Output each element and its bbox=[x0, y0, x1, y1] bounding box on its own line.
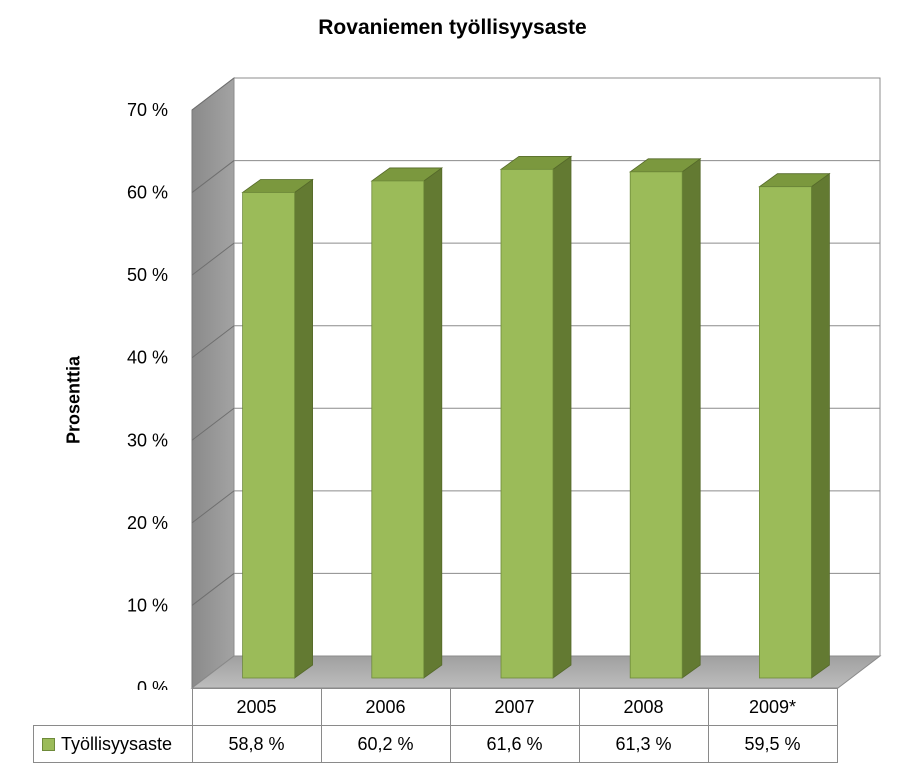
y-tick-label: 20 % bbox=[127, 513, 168, 533]
data-value-label: 61,3 % bbox=[578, 725, 709, 763]
bar-front bbox=[500, 168, 554, 679]
y-tick-label: 40 % bbox=[127, 348, 168, 368]
bar bbox=[758, 172, 831, 679]
gridline-side bbox=[191, 160, 235, 193]
legend-entry: Työllisyysaste bbox=[33, 725, 193, 763]
y-tick-label: 30 % bbox=[127, 430, 168, 450]
chart-plot-area: 0 % 10 % 20 % 30 % 40 % 50 % 60 % 70 % bbox=[127, 76, 882, 690]
gridline-side bbox=[191, 77, 235, 111]
data-value-label: 59,5 % bbox=[707, 725, 838, 763]
y-tick-label: 70 % bbox=[127, 100, 168, 120]
chart-title: Rovaniemen työllisyysaste bbox=[318, 16, 587, 39]
data-value-label: 58,8 % bbox=[191, 725, 322, 763]
chart-side-wall bbox=[191, 76, 235, 690]
bar-side bbox=[423, 167, 443, 679]
y-tick-label: 50 % bbox=[127, 265, 168, 285]
bar-front bbox=[242, 192, 296, 679]
y-tick-label: 10 % bbox=[127, 595, 168, 615]
gridline-side bbox=[191, 407, 235, 441]
gridline-side bbox=[191, 242, 235, 276]
category-label: 2008 bbox=[578, 688, 709, 726]
bar-front bbox=[371, 180, 425, 679]
data-value-label: 61,6 % bbox=[449, 725, 580, 763]
bar-side bbox=[552, 155, 572, 679]
bar bbox=[370, 167, 444, 679]
category-label: 2007 bbox=[449, 688, 580, 726]
legend-swatch bbox=[42, 738, 55, 752]
gridline-side bbox=[191, 573, 235, 606]
data-value-label: 60,2 % bbox=[320, 725, 451, 763]
y-tick-label: 60 % bbox=[127, 183, 168, 203]
data-table-series-row: Työllisyysaste 58,8 % 60,2 % 61,6 % 61,3… bbox=[33, 725, 838, 763]
category-label: 2006 bbox=[320, 688, 451, 726]
bar-side bbox=[681, 158, 701, 679]
data-table-corner bbox=[33, 688, 193, 726]
gridline-side bbox=[191, 325, 235, 359]
bar-front bbox=[629, 171, 683, 679]
category-label: 2005 bbox=[191, 688, 322, 726]
category-label: 2009* bbox=[707, 688, 838, 726]
legend-label: Työllisyysaste bbox=[61, 733, 173, 754]
data-table: 2005 2006 2007 2008 2009* Työllisyysaste… bbox=[33, 688, 838, 763]
bar bbox=[241, 178, 314, 679]
bar-side bbox=[811, 172, 830, 679]
bar bbox=[499, 155, 573, 679]
bar-side bbox=[294, 178, 314, 679]
bar bbox=[628, 158, 702, 679]
bar-front bbox=[759, 186, 812, 679]
data-table-header-row: 2005 2006 2007 2008 2009* bbox=[33, 688, 838, 726]
y-tick-label: 0 % bbox=[137, 678, 168, 690]
gridline-side bbox=[191, 490, 235, 524]
